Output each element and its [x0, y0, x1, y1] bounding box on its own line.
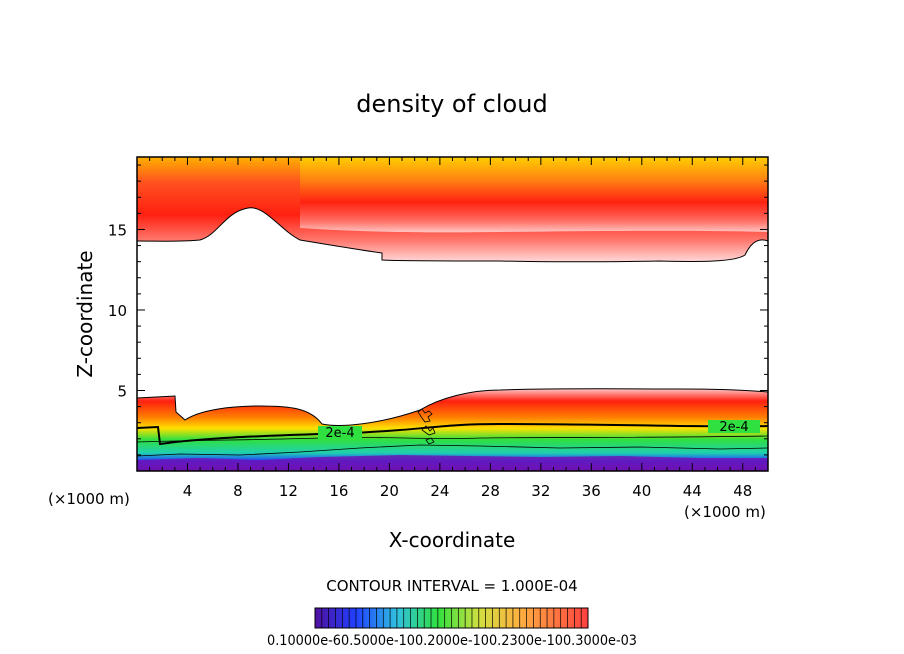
x-tick-label: 44	[683, 482, 702, 500]
x-axis-label: X-coordinate	[389, 528, 516, 552]
colorbar-ticks	[321, 608, 582, 628]
x-tick-label: 4	[183, 482, 193, 500]
chart-title: density of cloud	[356, 90, 547, 118]
contour-label: 2e-4	[719, 420, 748, 435]
x-tick-label: 36	[582, 482, 601, 500]
x-tick-label: 12	[279, 482, 298, 500]
y-axis: 5 10 15	[108, 164, 768, 456]
x-tick-label: 20	[380, 482, 399, 500]
upper-cloud-edge-contour	[137, 207, 768, 263]
x-tick-label: 40	[632, 482, 651, 500]
y-tick-label: 10	[108, 302, 127, 320]
x-axis: 4 8 12 16 20 24 28 32 36 40 44 48	[149, 157, 756, 500]
x-tick-label: 48	[733, 482, 752, 500]
turbulent-contours	[417, 408, 436, 445]
colorbar-labels: 0.10000e-60.5000e-100.2000e-100.2300e-10…	[267, 633, 637, 649]
contour-inner-lower	[137, 444, 768, 457]
x-tick-label: 8	[233, 482, 243, 500]
plot-area: 2e-4 2e-4	[137, 157, 768, 471]
lower-cloud-layer	[137, 388, 768, 471]
y-axis-label: Z-coordinate	[73, 250, 97, 377]
contour-inner-mid	[137, 435, 768, 443]
x-tick-label: 24	[430, 482, 449, 500]
y-tick-label: 15	[108, 221, 127, 239]
lower-cloud-base	[137, 455, 768, 471]
contour-2e-4	[137, 422, 768, 446]
contour-label: 2e-4	[325, 426, 354, 441]
contour-interval-text: CONTOUR INTERVAL = 1.000E-04	[326, 577, 577, 595]
x-unit-label-left: (×1000 m)	[48, 490, 130, 508]
x-tick-label: 28	[481, 482, 500, 500]
upper-cloud-core	[300, 157, 768, 233]
x-tick-label: 32	[531, 482, 550, 500]
x-tick-label: 16	[329, 482, 348, 500]
y-tick-label: 5	[117, 382, 127, 400]
x-unit-label-right: (×1000 m)	[684, 503, 766, 521]
